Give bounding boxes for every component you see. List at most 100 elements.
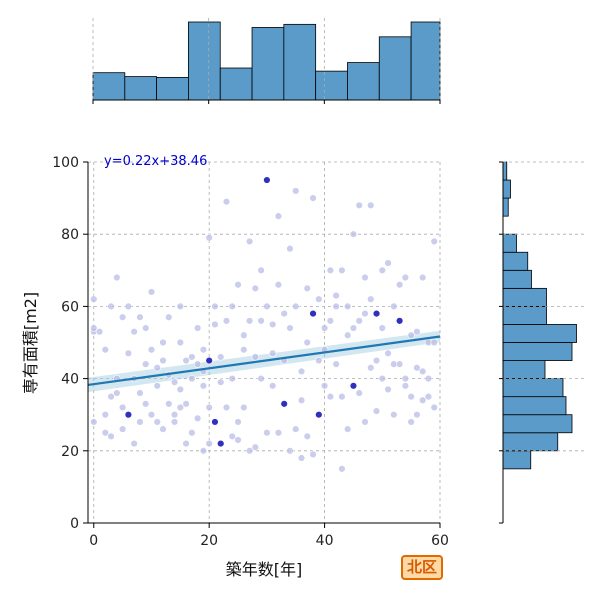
region-badge: 北区 bbox=[401, 555, 443, 580]
y-tick-labels: 0 20 40 60 80 100 bbox=[52, 155, 88, 532]
data-point bbox=[251, 443, 260, 451]
data-point bbox=[245, 237, 254, 246]
data-point bbox=[182, 439, 190, 448]
data-point bbox=[320, 324, 329, 332]
data-point bbox=[407, 392, 415, 401]
data-point bbox=[118, 313, 127, 321]
data-point bbox=[153, 382, 161, 390]
y-hist-bar bbox=[502, 342, 573, 361]
data-point bbox=[182, 356, 190, 365]
data-point bbox=[257, 317, 265, 325]
data-point bbox=[320, 382, 329, 390]
data-point bbox=[413, 411, 421, 419]
data-point bbox=[228, 374, 236, 383]
data-point bbox=[199, 382, 208, 390]
data-point bbox=[418, 396, 427, 404]
data-point bbox=[257, 374, 265, 383]
x-hist-bar bbox=[124, 76, 158, 101]
data-point bbox=[418, 367, 427, 376]
data-point bbox=[113, 273, 121, 282]
data-point bbox=[170, 411, 179, 419]
data-point bbox=[193, 414, 202, 423]
data-point bbox=[361, 273, 369, 282]
x-hist-bar bbox=[378, 36, 412, 101]
data-point bbox=[280, 400, 288, 408]
data-point bbox=[418, 273, 427, 282]
data-point bbox=[424, 392, 433, 401]
data-point bbox=[395, 360, 404, 368]
data-point bbox=[384, 385, 392, 394]
data-point bbox=[367, 201, 375, 210]
data-point bbox=[188, 374, 196, 383]
x-hist-bar bbox=[92, 72, 126, 101]
data-point bbox=[268, 320, 277, 329]
data-point bbox=[372, 356, 381, 365]
data-point bbox=[124, 302, 133, 311]
y-tick-label: 0 bbox=[70, 516, 79, 532]
data-point bbox=[159, 338, 167, 347]
data-point bbox=[142, 324, 150, 332]
scatter-panel: 0 20 40 60 0 20 40 60 80 100 y=0.22x+38.46 築年数[年… bbox=[21, 154, 449, 579]
y-hist-bar bbox=[502, 161, 508, 181]
data-point bbox=[205, 234, 213, 242]
data-point bbox=[401, 374, 410, 383]
data-point bbox=[188, 429, 196, 437]
y-hist-bar bbox=[502, 414, 573, 434]
data-point bbox=[240, 331, 248, 339]
data-point bbox=[176, 385, 185, 394]
y-hist-bar bbox=[502, 233, 517, 253]
data-point bbox=[384, 259, 392, 267]
data-point bbox=[286, 244, 294, 253]
data-point bbox=[251, 284, 260, 293]
y-hist-bar bbox=[502, 179, 511, 199]
data-point bbox=[188, 353, 196, 361]
regression-equation: y=0.22x+38.46 bbox=[104, 154, 207, 169]
data-point bbox=[211, 320, 219, 329]
data-point bbox=[107, 392, 115, 401]
x-hist-bar bbox=[156, 76, 189, 101]
data-point bbox=[309, 450, 317, 459]
data-point bbox=[176, 302, 185, 311]
x-tick-label: 0 bbox=[89, 533, 98, 549]
data-point bbox=[315, 295, 323, 303]
data-point bbox=[211, 418, 219, 426]
data-point bbox=[251, 353, 260, 361]
x-hist-bar bbox=[188, 21, 221, 101]
data-point bbox=[147, 288, 156, 296]
data-point bbox=[274, 281, 283, 289]
data-point bbox=[217, 439, 225, 448]
y-hist-bar bbox=[502, 324, 577, 343]
data-point bbox=[165, 400, 173, 408]
regression-line-path bbox=[87, 335, 441, 387]
data-point bbox=[343, 302, 352, 311]
data-point bbox=[395, 281, 404, 289]
data-point bbox=[240, 403, 248, 412]
data-point bbox=[211, 302, 219, 311]
data-point bbox=[280, 309, 288, 318]
data-point bbox=[297, 396, 306, 404]
data-point bbox=[159, 356, 167, 365]
y-hist-bar bbox=[502, 450, 532, 470]
data-point bbox=[303, 338, 311, 347]
x-axis-title: 築年数[年] bbox=[226, 560, 303, 579]
data-point bbox=[355, 317, 363, 325]
regression-line bbox=[87, 335, 441, 387]
data-point bbox=[263, 302, 271, 311]
data-point bbox=[222, 198, 231, 206]
data-point bbox=[257, 266, 265, 274]
data-point bbox=[222, 403, 231, 412]
data-point bbox=[142, 360, 150, 368]
data-point bbox=[176, 403, 185, 412]
y-hist-bar bbox=[502, 360, 546, 379]
data-point bbox=[165, 313, 173, 321]
data-point bbox=[286, 324, 294, 332]
data-point bbox=[349, 382, 358, 390]
data-point bbox=[401, 273, 410, 282]
data-point bbox=[355, 201, 363, 210]
data-point bbox=[170, 378, 179, 386]
data-point bbox=[338, 465, 346, 473]
data-point bbox=[107, 302, 115, 311]
x-hist-bar bbox=[347, 62, 380, 101]
data-point bbox=[228, 302, 236, 311]
